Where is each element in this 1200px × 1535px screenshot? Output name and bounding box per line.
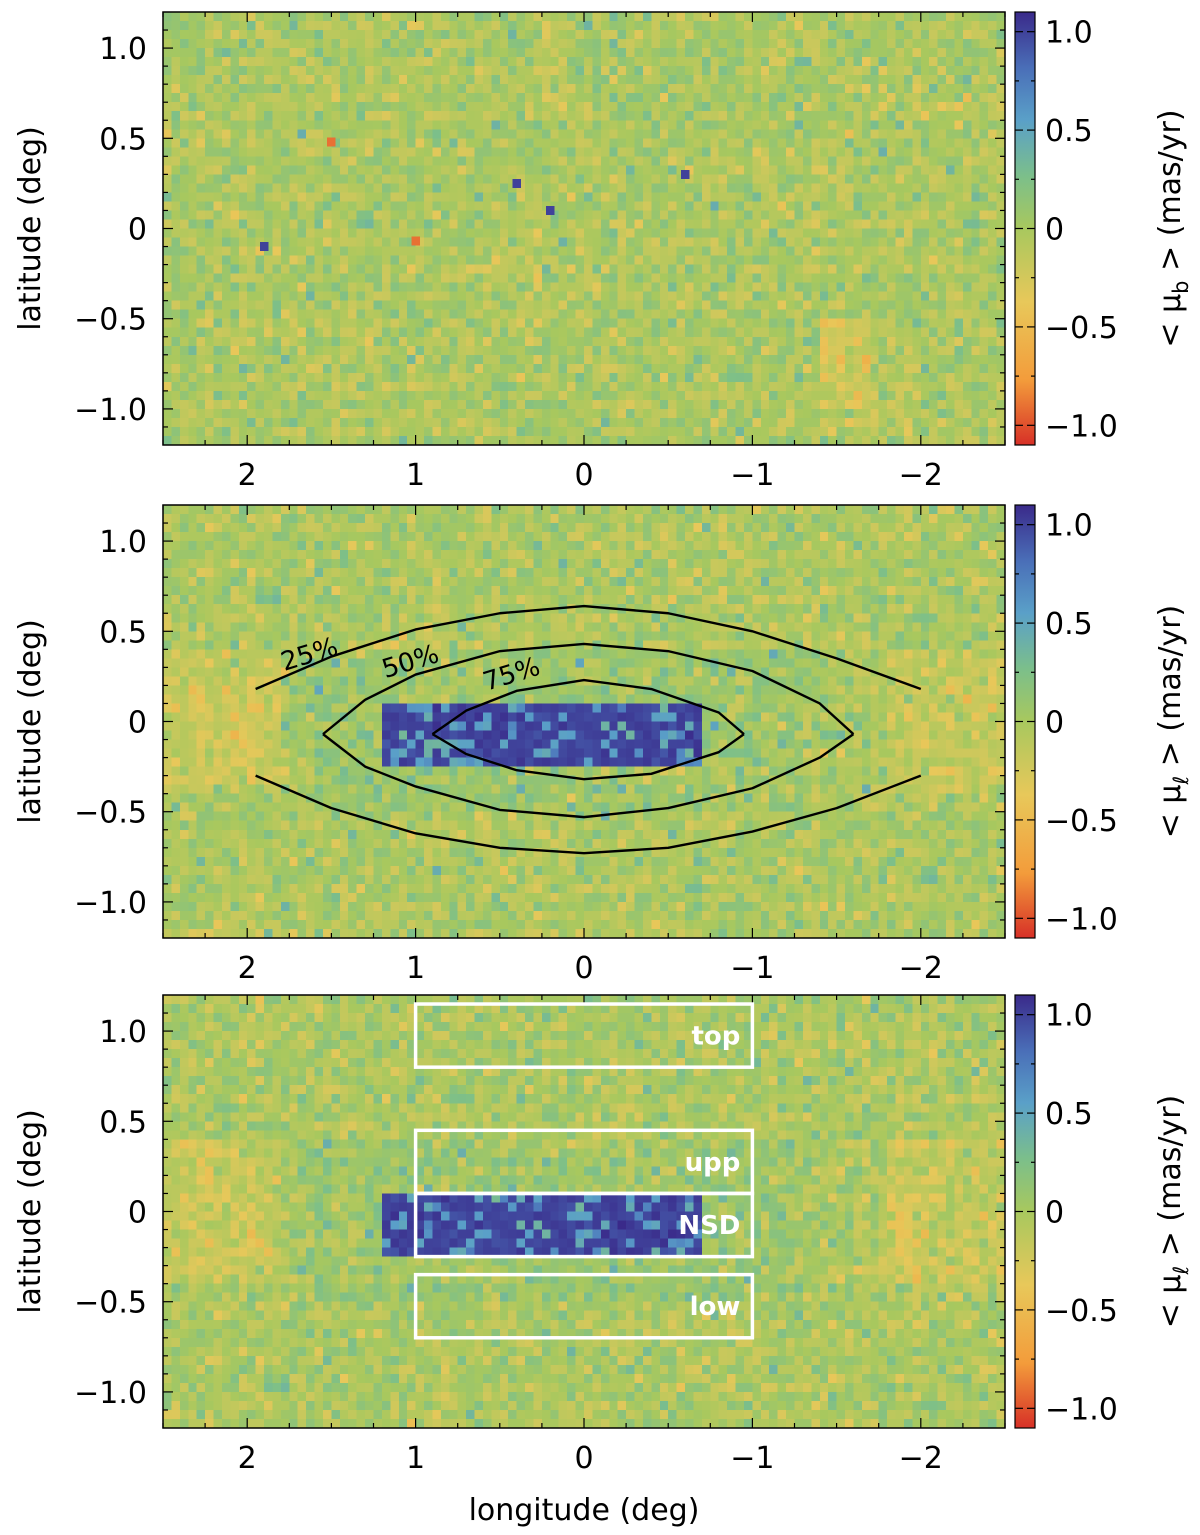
heatmap-middle	[163, 505, 1006, 939]
y-tick-label: 0	[128, 1196, 147, 1231]
feature-pixel	[680, 169, 690, 179]
y-axis-label: latitude (deg)	[13, 1109, 48, 1314]
region-box-low	[413, 1272, 755, 1340]
y-tick-label: −0.5	[74, 796, 147, 831]
heatmap-top	[163, 12, 1006, 446]
contour-75%-upper	[431, 678, 745, 736]
y-axis-label: latitude (deg)	[13, 619, 48, 824]
colorbar-tick-label: −0.5	[1045, 311, 1118, 346]
x-tick-label: −2	[899, 458, 943, 493]
y-axis-label: latitude (deg)	[13, 126, 48, 331]
colorbar-tick-label: 1.0	[1045, 509, 1093, 544]
y-tick-label: 0	[128, 706, 147, 741]
region-box-NSD	[413, 1191, 755, 1259]
y-tick-label: 1.0	[99, 525, 147, 560]
contour-50%-upper	[322, 642, 855, 736]
x-tick-label: 0	[574, 458, 593, 493]
x-tick-label: 2	[238, 951, 257, 986]
heatmap-bottom	[163, 995, 1006, 1429]
feature-pixel	[259, 242, 269, 252]
x-tick-label: −1	[730, 458, 774, 493]
region-label-low: low	[690, 1292, 741, 1322]
x-tick-label: −1	[730, 951, 774, 986]
colorbar-tick-label: −1.0	[1045, 902, 1118, 937]
colorbar-tick-label: 0	[1045, 213, 1064, 248]
y-tick-label: −1.0	[74, 886, 147, 921]
y-tick-label: 0.5	[99, 1105, 147, 1140]
region-label-NSD: NSD	[678, 1211, 740, 1241]
colorbar-tick-label: 0.5	[1045, 607, 1093, 642]
colorbar-tick-label: −1.0	[1045, 409, 1118, 444]
panel-bottom: 2 1 0 −1 −2 1.0 0.5 0 −0.5 −1.0 latitude (deg) long…	[13, 994, 1193, 1528]
colorbar-label: < μℓ > (mas/yr)	[1153, 605, 1193, 839]
colorbar-tick-label: 1.0	[1045, 999, 1093, 1034]
y-tick-label: 1.0	[99, 1015, 147, 1050]
x-tick-label: 1	[406, 458, 425, 493]
x-tick-label: 1	[406, 951, 425, 986]
panels-group: 2 1 0 −1 −2 1.0 0.5 0 −0.5 −1.0 latitude (deg) 1.0 0…	[13, 11, 1193, 1528]
x-tick-label: 2	[238, 1441, 257, 1476]
y-tick-label: −1.0	[74, 393, 147, 428]
colorbar-tick-label: 1.0	[1045, 16, 1093, 51]
colorbar-tick-label: 0.5	[1045, 1097, 1093, 1132]
colorbar-tick-label: 0	[1045, 706, 1064, 741]
colorbar-tick-label: −0.5	[1045, 804, 1118, 839]
x-tick-label: −2	[899, 951, 943, 986]
region-label-top: top	[691, 1022, 740, 1052]
panel-top: 2 1 0 −1 −2 1.0 0.5 0 −0.5 −1.0 latitude (deg) 1.0 0…	[13, 11, 1193, 493]
x-tick-label: 2	[238, 458, 257, 493]
colorbar-tick-label: −1.0	[1045, 1392, 1118, 1427]
x-tick-label: −1	[730, 1441, 774, 1476]
y-tick-label: 0.5	[99, 122, 147, 157]
feature-pixel	[512, 178, 521, 188]
y-tick-label: −0.5	[74, 1286, 147, 1321]
colorbar-label: < μℓ > (mas/yr)	[1153, 1095, 1193, 1329]
y-tick-label: 0	[128, 213, 147, 248]
y-tick-label: −1.0	[74, 1376, 147, 1411]
region-label-upp: upp	[685, 1148, 741, 1178]
feature-pixel	[546, 205, 555, 215]
x-tick-label: 0	[574, 951, 593, 986]
x-tick-label: 0	[574, 1441, 593, 1476]
colorbar-tick-label: 0	[1045, 1196, 1064, 1231]
colorbar-tick-label: −0.5	[1045, 1294, 1118, 1329]
x-tick-label: −2	[899, 1441, 943, 1476]
feature-pixel	[411, 236, 420, 246]
contour-75%-lower	[431, 733, 745, 781]
y-tick-label: 1.0	[99, 32, 147, 67]
x-axis-label: longitude (deg)	[469, 1493, 700, 1528]
colorbar-tick-label: 0.5	[1045, 114, 1093, 149]
region-box-top	[413, 1002, 755, 1069]
colorbar-label: < μb > (mas/yr)	[1153, 109, 1193, 347]
contour-50%-lower	[322, 733, 855, 819]
contour-25%-lower	[255, 774, 922, 855]
y-tick-label: −0.5	[74, 303, 147, 338]
contour-25%-upper	[255, 604, 922, 691]
feature-pixel	[327, 137, 336, 147]
x-tick-label: 1	[406, 1441, 425, 1476]
y-tick-label: 0.5	[99, 615, 147, 650]
